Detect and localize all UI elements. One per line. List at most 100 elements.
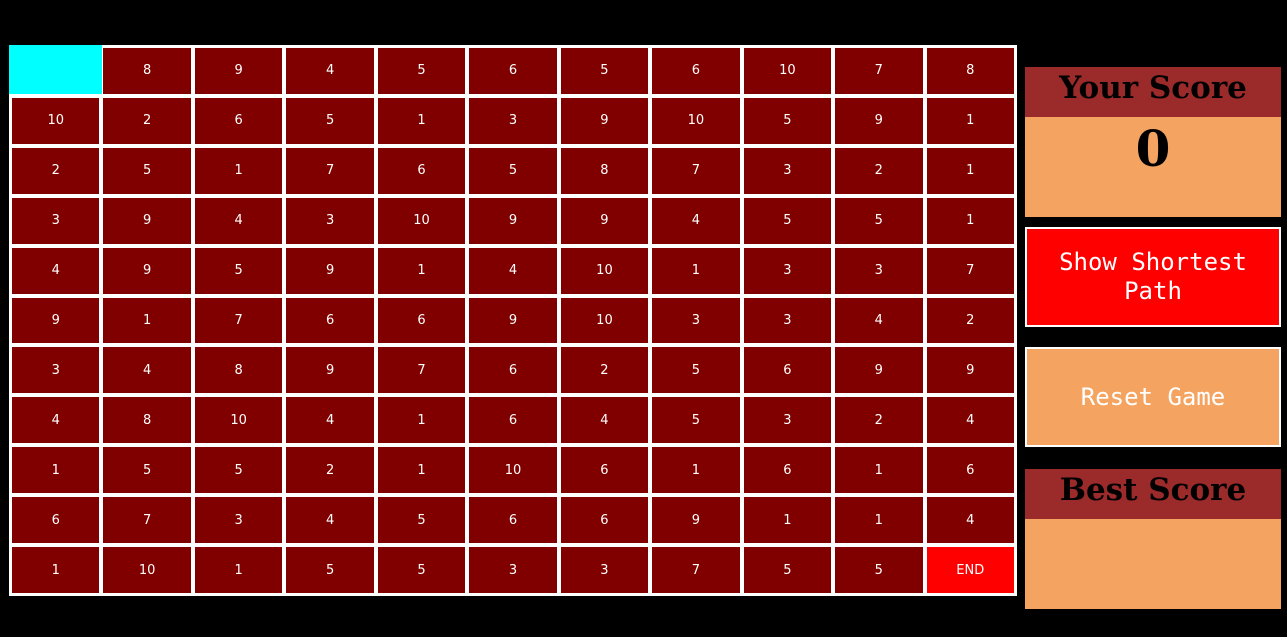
grid-cell[interactable]: 1 [194, 547, 283, 593]
grid-cell[interactable]: 3 [835, 247, 923, 294]
grid-cell[interactable]: 8 [103, 397, 191, 444]
grid-cell[interactable]: 6 [560, 447, 649, 494]
grid-cell[interactable]: 9 [469, 297, 557, 344]
grid-cell[interactable]: 1 [377, 397, 466, 444]
grid-cell[interactable]: 5 [652, 347, 740, 394]
grid-cell[interactable]: 6 [926, 447, 1014, 494]
grid-cell[interactable]: 2 [835, 147, 923, 194]
grid-cell[interactable]: 9 [103, 247, 191, 294]
grid-cell[interactable]: 2 [286, 447, 374, 494]
grid-cell[interactable]: 5 [103, 147, 191, 194]
grid-cell[interactable]: 1 [926, 97, 1014, 144]
grid-cell[interactable]: 6 [12, 497, 100, 544]
grid-cell[interactable]: 3 [12, 347, 100, 394]
grid-cell[interactable]: 7 [377, 347, 466, 394]
grid-cell[interactable]: 2 [835, 397, 923, 444]
grid-cell[interactable]: 4 [103, 347, 191, 394]
grid-cell[interactable]: 8 [926, 48, 1014, 94]
grid-cell[interactable]: 6 [560, 497, 649, 544]
grid-cell[interactable]: 1 [835, 497, 923, 544]
grid-cell[interactable]: 7 [926, 247, 1014, 294]
grid-cell[interactable]: 1 [12, 447, 100, 494]
grid-cell[interactable]: 5 [194, 247, 283, 294]
grid-cell[interactable]: 2 [103, 97, 191, 144]
grid-cell[interactable]: 10 [469, 447, 557, 494]
grid-cell[interactable]: 5 [377, 547, 466, 593]
show-shortest-path-button[interactable]: Show Shortest Path [1025, 227, 1281, 327]
grid-cell[interactable]: 9 [835, 97, 923, 144]
grid-cell[interactable]: 9 [286, 347, 374, 394]
grid-cell[interactable]: 3 [469, 97, 557, 144]
grid-cell[interactable]: 5 [469, 147, 557, 194]
grid-cell[interactable]: 5 [377, 48, 466, 94]
grid-cell[interactable]: 1 [652, 247, 740, 294]
grid-cell[interactable]: 1 [377, 247, 466, 294]
grid-cell[interactable]: 5 [194, 447, 283, 494]
grid-cell[interactable]: 5 [652, 397, 740, 444]
grid-cell[interactable]: 10 [560, 247, 649, 294]
grid-cell[interactable]: 7 [652, 147, 740, 194]
grid-cell[interactable]: 4 [560, 397, 649, 444]
grid-cell[interactable]: 9 [560, 197, 649, 244]
grid-cell[interactable]: 10 [12, 97, 100, 144]
grid-cell[interactable]: 4 [286, 497, 374, 544]
grid-cell[interactable]: 1 [12, 547, 100, 593]
grid-cell[interactable]: 5 [835, 197, 923, 244]
grid-cell[interactable]: 5 [743, 547, 832, 593]
grid-cell[interactable]: 2 [560, 347, 649, 394]
grid-cell[interactable]: 1 [835, 447, 923, 494]
grid-cell[interactable]: 1 [194, 147, 283, 194]
grid-cell[interactable]: 1 [103, 297, 191, 344]
grid-cell[interactable]: 3 [743, 297, 832, 344]
grid-cell[interactable]: 4 [286, 397, 374, 444]
grid-cell[interactable]: 1 [652, 447, 740, 494]
grid-cell[interactable]: 4 [835, 297, 923, 344]
grid-cell[interactable]: 7 [103, 497, 191, 544]
grid-cell[interactable]: 8 [103, 48, 191, 94]
grid-cell[interactable]: 6 [743, 347, 832, 394]
grid-cell[interactable]: 4 [12, 397, 100, 444]
grid-cell[interactable]: 3 [743, 397, 832, 444]
grid-cell[interactable]: 4 [469, 247, 557, 294]
grid-cell[interactable]: 5 [286, 547, 374, 593]
grid-cell[interactable]: 10 [377, 197, 466, 244]
grid-cell[interactable]: 9 [103, 197, 191, 244]
grid-cell[interactable]: 8 [194, 347, 283, 394]
grid-cell[interactable]: 9 [469, 197, 557, 244]
grid-cell[interactable]: 6 [194, 97, 283, 144]
grid-cell[interactable]: 3 [652, 297, 740, 344]
grid-cell[interactable]: 7 [652, 547, 740, 593]
grid-cell[interactable]: 7 [286, 147, 374, 194]
grid-cell[interactable]: 5 [743, 197, 832, 244]
grid-cell[interactable]: 5 [743, 97, 832, 144]
grid-cell[interactable]: 2 [926, 297, 1014, 344]
grid-cell[interactable]: 6 [469, 48, 557, 94]
grid-cell[interactable]: 10 [103, 547, 191, 593]
grid-cell[interactable]: 4 [286, 48, 374, 94]
grid-cell[interactable]: 10 [652, 97, 740, 144]
grid-cell[interactable]: 3 [286, 197, 374, 244]
grid-cell[interactable]: 1 [377, 447, 466, 494]
grid-cell[interactable]: 4 [194, 197, 283, 244]
grid-cell[interactable]: 10 [560, 297, 649, 344]
grid-cell[interactable]: 9 [835, 347, 923, 394]
grid-cell[interactable]: 4 [926, 497, 1014, 544]
grid-cell[interactable]: 4 [12, 247, 100, 294]
grid-cell[interactable]: 1 [743, 497, 832, 544]
grid-cell[interactable]: 6 [377, 147, 466, 194]
grid-cell[interactable]: 3 [12, 197, 100, 244]
grid-cell[interactable]: 10 [743, 48, 832, 94]
grid-cell[interactable]: 7 [835, 48, 923, 94]
grid-cell[interactable]: 7 [194, 297, 283, 344]
start-cell[interactable] [9, 45, 103, 94]
grid-cell[interactable]: 10 [194, 397, 283, 444]
grid-cell[interactable]: 9 [652, 497, 740, 544]
grid-cell[interactable]: 6 [469, 347, 557, 394]
grid-cell[interactable]: 5 [835, 547, 923, 593]
grid-cell[interactable]: 9 [286, 247, 374, 294]
grid-cell[interactable]: 6 [377, 297, 466, 344]
reset-game-button[interactable]: Reset Game [1025, 347, 1281, 447]
grid-cell[interactable]: 1 [377, 97, 466, 144]
grid-cell[interactable]: 9 [926, 347, 1014, 394]
grid-cell[interactable]: 3 [743, 247, 832, 294]
